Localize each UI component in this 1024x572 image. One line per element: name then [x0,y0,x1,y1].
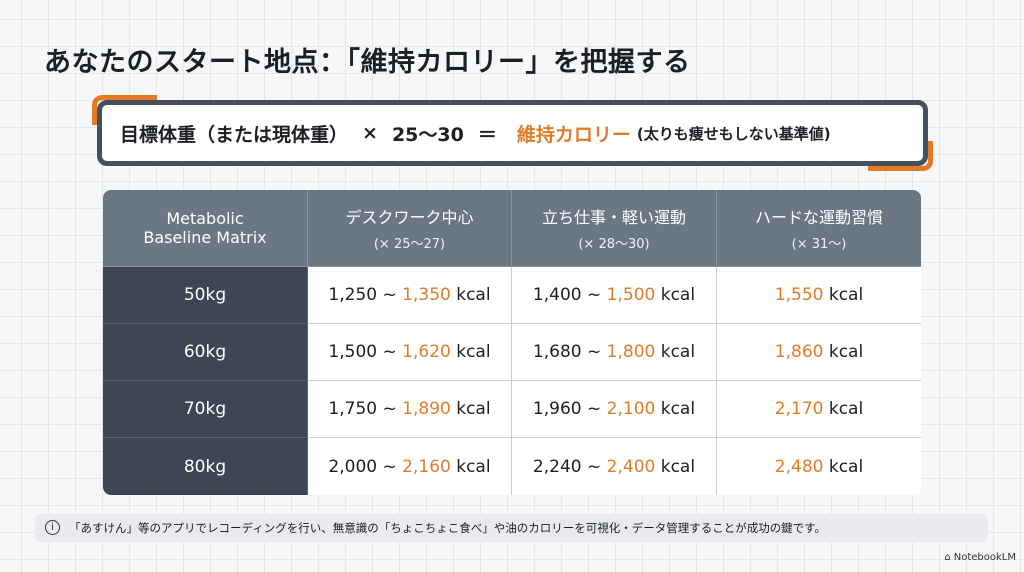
kcal-high: 1,620 [402,342,451,362]
kcal-high: 2,480 [774,456,824,477]
table-cell: 1,860 kcal [717,324,921,381]
table-cell: 1,500 ~ 1,620 kcal [308,324,512,381]
info-icon: i [45,520,60,535]
kcal-unit: kcal [823,456,864,477]
kcal-unit: kcal [823,285,864,305]
formula-times: × [362,122,378,144]
kcal-unit: kcal [655,456,696,477]
kcal-high: 2,170 [774,399,824,419]
column-title: ハードな運動習慣 [754,208,883,227]
kcal-unit: kcal [450,399,491,419]
kcal-high: 1,550 [774,285,824,305]
column-header: ハードな運動習慣 (× 31〜) [717,190,921,267]
table-cell: 1,960 ~ 2,100 kcal [512,381,717,438]
kcal-unit: kcal [823,342,864,362]
table-cell: 1,400 ~ 1,500 kcal [512,267,717,324]
kcal-low: 1,960 ~ [532,399,607,419]
tip-bar: i 「あすけん」等のアプリでレコーディングを行い、無意識の「ちょこちょこ食べ」や… [35,514,988,542]
row-header: 80kg [103,438,308,495]
table-cell: 2,240 ~ 2,400 kcal [512,438,717,495]
weight-label: 70kg [183,399,227,419]
kcal-low: 1,400 ~ [532,285,607,305]
row-header: 50kg [103,267,308,324]
table-cell: 2,000 ~ 2,160 kcal [308,438,512,495]
table-cell: 2,480 kcal [717,438,921,495]
kcal-high: 1,350 [402,285,451,305]
kcal-range: 1,500 ~ 1,620 kcal [328,342,490,362]
table-cell: 1,250 ~ 1,350 kcal [308,267,512,324]
table-corner-header: Metabolic Baseline Matrix [103,190,308,267]
kcal-low: 1,500 ~ [328,342,403,362]
column-factor: (× 31〜) [791,237,847,252]
kcal-value: 2,170 kcal [775,399,863,419]
kcal-unit: kcal [450,342,491,362]
accent-corner [92,95,157,125]
kcal-high: 2,400 [606,456,656,477]
corner-line: Metabolic [166,209,244,228]
weight-label: 50kg [183,285,227,305]
formula-box: 目標体重（または現体重） × 25〜30 ＝ 維持カロリー (太りも痩せもしない… [97,100,928,166]
kcal-unit: kcal [655,342,696,362]
kcal-low: 2,240 ~ [532,456,607,477]
kcal-high: 2,160 [402,456,451,477]
kcal-low: 1,250 ~ [328,285,403,305]
table-cell: 2,170 kcal [717,381,921,438]
page-title: あなたのスタート地点：「維持カロリー」を把握する [44,47,691,78]
corner-line: Baseline Matrix [143,228,267,247]
brand-name: NotebookLM [953,552,1016,563]
accent-corner [868,141,933,171]
kcal-range: 1,400 ~ 1,500 kcal [533,285,695,305]
column-title: 立ち仕事・軽い運動 [541,208,686,227]
column-title: デスクワーク中心 [345,208,474,227]
calorie-table: Metabolic Baseline Matrix デスクワーク中心 (× 25〜… [103,190,921,495]
kcal-range: 2,240 ~ 2,400 kcal [533,457,695,477]
kcal-range: 1,680 ~ 1,800 kcal [533,342,695,362]
column-factor: (× 28〜30) [578,237,650,252]
weight-label: 80kg [183,456,227,477]
notebooklm-icon: ⌂ [944,552,951,563]
kcal-unit: kcal [655,399,696,419]
formula-note: (太りも痩せもしない基準値) [636,124,831,143]
table-cell: 1,750 ~ 1,890 kcal [308,381,512,438]
formula-factor: 25〜30 [391,123,464,146]
kcal-high: 2,100 [606,399,656,419]
kcal-high: 1,860 [774,342,824,362]
formula-result: 維持カロリー [516,123,631,146]
table-cell: 1,680 ~ 1,800 kcal [512,324,717,381]
kcal-unit: kcal [450,285,491,305]
kcal-value: 2,480 kcal [775,457,863,477]
kcal-unit: kcal [823,399,864,419]
kcal-unit: kcal [655,285,696,305]
column-header: デスクワーク中心 (× 25〜27) [308,190,512,267]
weight-label: 60kg [183,342,227,362]
kcal-range: 1,750 ~ 1,890 kcal [328,399,490,419]
kcal-range: 1,960 ~ 2,100 kcal [533,399,695,419]
column-header: 立ち仕事・軽い運動 (× 28〜30) [512,190,717,267]
kcal-low: 1,750 ~ [328,399,403,419]
row-header: 60kg [103,324,308,381]
kcal-high: 1,800 [606,342,656,362]
formula-equals: ＝ [477,123,497,146]
kcal-value: 1,550 kcal [775,285,863,305]
formula-weight: 目標体重（または現体重） [120,123,349,146]
kcal-low: 1,680 ~ [532,342,607,362]
kcal-unit: kcal [450,456,491,477]
kcal-value: 1,860 kcal [775,342,863,362]
kcal-range: 2,000 ~ 2,160 kcal [328,457,490,477]
column-factor: (× 25〜27) [373,237,446,252]
kcal-high: 1,890 [402,399,451,419]
row-header: 70kg [103,381,308,438]
kcal-low: 2,000 ~ [328,456,403,477]
kcal-high: 1,500 [606,285,656,305]
table-cell: 1,550 kcal [717,267,921,324]
brand-logo: ⌂ NotebookLM [944,552,1016,563]
tip-text: 「あすけん」等のアプリでレコーディングを行い、無意識の「ちょこちょこ食べ」や油の… [69,521,827,535]
kcal-range: 1,250 ~ 1,350 kcal [328,285,490,305]
